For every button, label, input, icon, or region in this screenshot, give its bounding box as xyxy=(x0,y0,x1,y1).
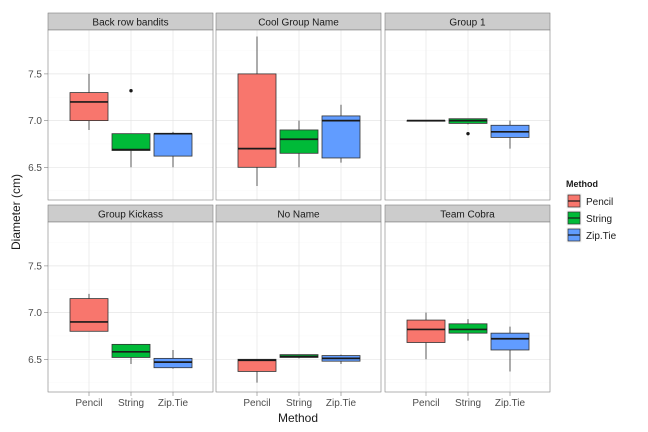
outlier-point xyxy=(129,89,133,93)
facet-strip-label: Group Kickass xyxy=(98,210,163,221)
box-zip-tie xyxy=(153,131,193,168)
legend-label: Pencil xyxy=(586,197,613,208)
iqr-box xyxy=(448,323,488,334)
iqr-box xyxy=(111,133,151,151)
x-tick-label: String xyxy=(118,398,144,409)
panel-background xyxy=(385,30,550,200)
iqr-box xyxy=(279,129,319,154)
box-pencil xyxy=(406,312,446,360)
box-string xyxy=(448,319,488,341)
panel-team-cobra: Team Cobra xyxy=(384,204,551,393)
y-tick-label: 7.0 xyxy=(28,116,42,127)
legend-entry-zip-tie: Zip.Tie xyxy=(565,226,617,244)
facet-strip-label: No Name xyxy=(277,210,320,221)
x-tick-label: String xyxy=(455,398,481,409)
facet-strip-label: Cool Group Name xyxy=(258,18,339,29)
x-axis-layer: Pencil String Zip.Tie Pencil String Zip.Tie Pe… xyxy=(75,392,526,409)
x-tick-label: Zip.Tie xyxy=(326,398,357,409)
iqr-box xyxy=(69,92,109,122)
box-string xyxy=(448,118,488,136)
legend: Method Pencil String Zip.Tie xyxy=(565,179,617,244)
y-tick-label: 7.5 xyxy=(28,261,42,272)
box-pencil xyxy=(69,293,109,332)
legend-label: String xyxy=(586,214,612,225)
panel-border xyxy=(384,29,551,201)
box-string xyxy=(279,354,319,359)
y-axis-layer: 6.5 7.0 7.5 6.5 7.0 7.5 xyxy=(28,69,48,366)
panel-border xyxy=(215,29,382,201)
box-pencil xyxy=(237,36,277,186)
x-tick-label: String xyxy=(286,398,312,409)
panel-border xyxy=(384,221,551,393)
box-zip-tie xyxy=(321,354,361,364)
panel-no-name: No Name xyxy=(215,204,382,393)
x-axis-title: Method xyxy=(278,411,318,425)
iqr-box xyxy=(153,357,193,369)
outlier-point xyxy=(466,131,470,136)
box-string xyxy=(111,343,151,364)
box-zip-tie xyxy=(490,326,530,372)
x-tick-label: Pencil xyxy=(243,398,270,409)
iqr-box xyxy=(111,343,151,358)
panel-back-row-bandits: Back row bandits xyxy=(47,12,214,201)
box-pencil xyxy=(237,358,277,383)
iqr-box xyxy=(237,73,277,168)
x-tick-label: Pencil xyxy=(75,398,102,409)
panel-group-kickass: Group Kickass xyxy=(47,204,214,393)
iqr-box xyxy=(490,332,530,351)
box-string xyxy=(111,89,151,168)
y-tick-label: 6.5 xyxy=(28,163,42,174)
iqr-box xyxy=(69,298,109,332)
box-zip-tie xyxy=(490,120,530,149)
legend-entry-string: String xyxy=(565,209,612,227)
box-zip-tie xyxy=(321,104,361,163)
x-tick-label: Zip.Tie xyxy=(158,398,189,409)
legend-title: Method xyxy=(566,179,598,189)
panel-border xyxy=(215,221,382,393)
y-tick-label: 6.5 xyxy=(28,355,42,366)
panel-group-1: Group 1 xyxy=(384,12,551,201)
y-axis-title: Diameter (cm) xyxy=(9,174,23,250)
panel-border xyxy=(47,221,214,393)
panel-cool-group-name: Cool Group Name xyxy=(215,12,382,201)
iqr-box xyxy=(406,319,446,343)
legend-entry-pencil: Pencil xyxy=(565,192,613,210)
iqr-box xyxy=(321,115,361,159)
iqr-box xyxy=(153,133,193,157)
iqr-box xyxy=(237,358,277,372)
panel-background xyxy=(385,222,550,392)
box-pencil xyxy=(69,73,109,130)
facet-strip-label: Back row bandits xyxy=(92,18,168,29)
legend-label: Zip.Tie xyxy=(586,231,617,242)
facet-strip-label: Group 1 xyxy=(449,18,486,29)
box-zip-tie xyxy=(153,349,193,369)
facet-strip-label: Team Cobra xyxy=(440,210,495,221)
panel-border xyxy=(47,29,214,201)
x-tick-label: Zip.Tie xyxy=(495,398,526,409)
box-string xyxy=(279,120,319,168)
x-tick-label: Pencil xyxy=(412,398,439,409)
panels-layer: Back row bandits Cool Group Name Group 1 Gr… xyxy=(47,12,551,393)
box-pencil xyxy=(406,119,446,122)
y-tick-label: 7.5 xyxy=(28,69,42,80)
y-tick-label: 7.0 xyxy=(28,308,42,319)
